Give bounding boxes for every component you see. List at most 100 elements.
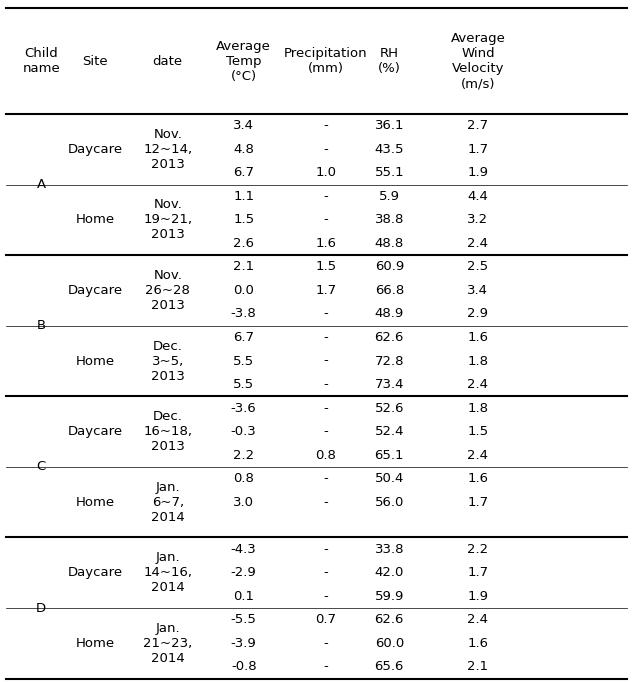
Text: Nov.
26~28
2013: Nov. 26~28 2013 [146, 269, 190, 312]
Text: -: - [323, 143, 329, 155]
Text: 56.0: 56.0 [375, 496, 404, 509]
Text: date: date [153, 55, 183, 68]
Text: -: - [323, 425, 329, 438]
Text: Home: Home [75, 496, 115, 509]
Text: 2.5: 2.5 [467, 261, 489, 273]
Text: -: - [323, 472, 329, 485]
Text: Jan.
6~7,
2014: Jan. 6~7, 2014 [151, 481, 185, 524]
Text: 38.8: 38.8 [375, 213, 404, 226]
Text: 1.0: 1.0 [315, 166, 337, 179]
Text: 65.1: 65.1 [375, 449, 404, 462]
Text: 62.6: 62.6 [375, 331, 404, 344]
Text: 52.6: 52.6 [375, 402, 404, 415]
Text: -: - [323, 119, 329, 132]
Text: -0.8: -0.8 [231, 660, 256, 673]
Text: 3.4: 3.4 [467, 284, 489, 297]
Text: 2.4: 2.4 [467, 613, 489, 626]
Text: 5.5: 5.5 [233, 355, 254, 368]
Text: 5.9: 5.9 [379, 190, 400, 203]
Text: A: A [37, 178, 46, 191]
Text: 59.9: 59.9 [375, 590, 404, 603]
Text: 1.6: 1.6 [467, 331, 489, 344]
Text: D: D [36, 602, 46, 614]
Text: 3.2: 3.2 [467, 213, 489, 226]
Text: 60.0: 60.0 [375, 637, 404, 650]
Text: 1.9: 1.9 [467, 590, 489, 603]
Text: -: - [323, 637, 329, 650]
Text: -5.5: -5.5 [231, 613, 256, 626]
Text: -3.8: -3.8 [231, 308, 256, 321]
Text: 66.8: 66.8 [375, 284, 404, 297]
Text: Daycare: Daycare [67, 143, 123, 155]
Text: 2.6: 2.6 [233, 237, 254, 250]
Text: 1.7: 1.7 [467, 566, 489, 579]
Text: 3.0: 3.0 [233, 496, 254, 509]
Text: 48.9: 48.9 [375, 308, 404, 321]
Text: -: - [323, 378, 329, 391]
Text: 62.6: 62.6 [375, 613, 404, 626]
Text: 65.6: 65.6 [375, 660, 404, 673]
Text: Nov.
12~14,
2013: Nov. 12~14, 2013 [143, 128, 192, 170]
Text: 2.4: 2.4 [467, 449, 489, 462]
Text: 1.8: 1.8 [467, 355, 489, 368]
Text: -: - [323, 566, 329, 579]
Text: 2.1: 2.1 [467, 660, 489, 673]
Text: 2.7: 2.7 [467, 119, 489, 132]
Text: -: - [323, 402, 329, 415]
Text: Dec.
16~18,
2013: Dec. 16~18, 2013 [143, 410, 192, 453]
Text: -3.6: -3.6 [231, 402, 256, 415]
Text: -: - [323, 590, 329, 603]
Text: Site: Site [82, 55, 108, 68]
Text: Daycare: Daycare [67, 425, 123, 438]
Text: 1.6: 1.6 [315, 237, 337, 250]
Text: Average
Temp
(°C): Average Temp (°C) [216, 40, 271, 83]
Text: 1.8: 1.8 [467, 402, 489, 415]
Text: 1.5: 1.5 [467, 425, 489, 438]
Text: 4.4: 4.4 [468, 190, 488, 203]
Text: -: - [323, 308, 329, 321]
Text: 73.4: 73.4 [375, 378, 404, 391]
Text: 1.7: 1.7 [315, 284, 337, 297]
Text: -: - [323, 331, 329, 344]
Text: Precipitation
(mm): Precipitation (mm) [284, 47, 368, 75]
Text: -3.9: -3.9 [231, 637, 256, 650]
Text: 1.7: 1.7 [467, 496, 489, 509]
Text: 2.9: 2.9 [467, 308, 489, 321]
Text: 2.4: 2.4 [467, 378, 489, 391]
Text: Child
name: Child name [22, 47, 60, 75]
Text: -: - [323, 213, 329, 226]
Text: 1.7: 1.7 [467, 143, 489, 155]
Text: 42.0: 42.0 [375, 566, 404, 579]
Text: 72.8: 72.8 [375, 355, 404, 368]
Text: 0.8: 0.8 [234, 472, 254, 485]
Text: 1.6: 1.6 [467, 637, 489, 650]
Text: 2.1: 2.1 [233, 261, 254, 273]
Text: Average
Wind
Velocity
(m/s): Average Wind Velocity (m/s) [451, 32, 505, 90]
Text: Daycare: Daycare [67, 566, 123, 579]
Text: Jan.
14~16,
2014: Jan. 14~16, 2014 [143, 551, 192, 594]
Text: Dec.
3~5,
2013: Dec. 3~5, 2013 [151, 340, 185, 383]
Text: Nov.
19~21,
2013: Nov. 19~21, 2013 [143, 198, 192, 241]
Text: -: - [323, 543, 329, 556]
Text: 48.8: 48.8 [375, 237, 404, 250]
Text: 2.2: 2.2 [467, 543, 489, 556]
Text: 6.7: 6.7 [233, 166, 254, 179]
Text: -4.3: -4.3 [231, 543, 256, 556]
Text: Home: Home [75, 355, 115, 368]
Text: 5.5: 5.5 [233, 378, 254, 391]
Text: 55.1: 55.1 [375, 166, 404, 179]
Text: 2.4: 2.4 [467, 237, 489, 250]
Text: -: - [323, 355, 329, 368]
Text: 1.1: 1.1 [233, 190, 254, 203]
Text: -2.9: -2.9 [231, 566, 256, 579]
Text: 60.9: 60.9 [375, 261, 404, 273]
Text: 36.1: 36.1 [375, 119, 404, 132]
Text: B: B [37, 319, 46, 332]
Text: -0.3: -0.3 [231, 425, 256, 438]
Text: 4.8: 4.8 [234, 143, 254, 155]
Text: 6.7: 6.7 [233, 331, 254, 344]
Text: C: C [37, 460, 46, 473]
Text: 0.7: 0.7 [315, 613, 337, 626]
Text: 1.5: 1.5 [315, 261, 337, 273]
Text: 1.6: 1.6 [467, 472, 489, 485]
